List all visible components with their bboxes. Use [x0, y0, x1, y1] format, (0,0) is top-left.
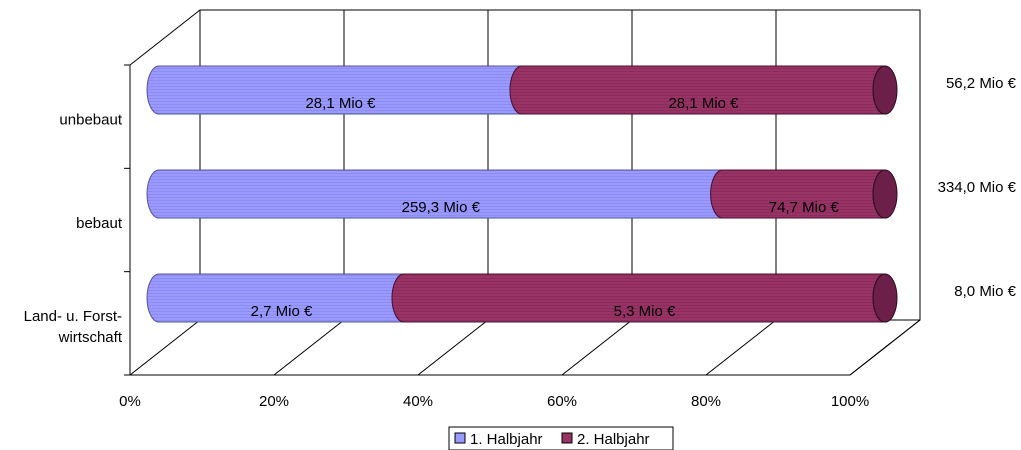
data-label: 5,3 Mio € [614, 303, 676, 320]
floor-gridline [561, 319, 633, 376]
bar-end-cap [872, 273, 898, 323]
x-tick-label: 100% [831, 393, 869, 410]
data-label: 74,7 Mio € [769, 199, 840, 216]
floor-gridline [417, 319, 489, 376]
category-label: unbebaut [59, 112, 122, 129]
side-wall-top-edge [129, 9, 201, 66]
floor-gridline [705, 319, 777, 376]
category-label: bebaut [76, 215, 123, 232]
total-label: 8,0 Mio € [954, 283, 1016, 300]
data-label: 28,1 Mio € [305, 95, 376, 112]
x-tick-label: 20% [259, 393, 289, 410]
category-label: Land- u. Forst-wirtschaft [24, 308, 123, 346]
floor-left-edge [129, 319, 201, 376]
legend: 1. Halbjahr 2. Halbjahr [448, 426, 674, 450]
legend-entry: 1. Halbjahr [470, 431, 543, 448]
x-tick-label: 80% [691, 393, 721, 410]
x-tick-label: 60% [547, 393, 577, 410]
x-tick-label: 40% [403, 393, 433, 410]
legend-swatch [454, 432, 466, 444]
bar-end-cap [872, 169, 898, 219]
legend-entry: 2. Halbjahr [577, 431, 650, 448]
data-label: 28,1 Mio € [668, 95, 739, 112]
total-label: 56,2 Mio € [946, 75, 1017, 92]
floor-gridline [849, 319, 921, 376]
bars [146, 65, 898, 323]
bar-end-cap [872, 65, 898, 115]
total-label: 334,0 Mio € [938, 179, 1017, 196]
labels: 0% 20% 40% 60% 80% 100% unbebaut 28,1 Mio € 28,1… [24, 75, 1017, 410]
x-tick-label: 0% [119, 393, 141, 410]
data-label: 259,3 Mio € [402, 199, 481, 216]
data-label: 2,7 Mio € [251, 303, 313, 320]
legend-swatch [561, 432, 573, 444]
floor-gridline [273, 319, 345, 376]
legend-box [448, 426, 674, 450]
